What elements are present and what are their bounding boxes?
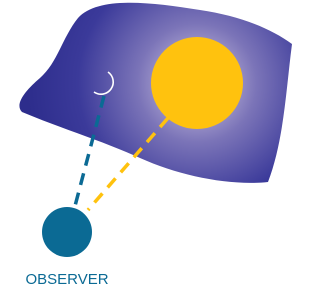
observer-label: OBSERVER: [25, 271, 108, 288]
diagram: OBSERVER: [0, 0, 294, 301]
observer: [42, 207, 92, 257]
sun: [151, 37, 243, 129]
